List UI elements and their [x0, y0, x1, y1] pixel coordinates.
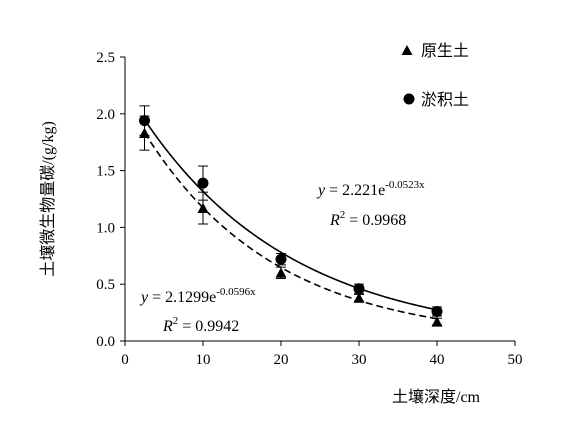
legend-marker-circle: [403, 93, 415, 105]
fit-equation-yuanshengtu: y = 2.1299e-0.0596x R2 = 0.9942: [139, 286, 256, 335]
data-point-yuanshengtu: [197, 202, 209, 214]
y-tick-label: 2.5: [96, 50, 115, 66]
svg-text:R2 = 0.9968: R2 = 0.9968: [329, 209, 406, 229]
y-tick-label: 1.0: [96, 220, 115, 236]
data-point-yujitu: [197, 177, 209, 189]
data-point-yuanshengtu: [139, 127, 150, 139]
data-point-yujitu: [275, 253, 287, 265]
axis-ticks: 0 10 20 30 40 50 0.0 0.5 1.0 1.5 2.0 2.5: [96, 50, 522, 368]
x-tick-label: 0: [121, 352, 129, 368]
data-point-yujitu: [139, 115, 150, 127]
x-tick-label: 30: [352, 352, 367, 368]
data-point-yuanshengtu: [275, 267, 287, 278]
svg-text:R2 = 0.9942: R2 = 0.9942: [162, 315, 239, 335]
data-points: [139, 115, 443, 327]
x-tick-label: 50: [508, 352, 523, 368]
data-point-yujitu: [353, 283, 365, 295]
fit-curves: [143, 119, 438, 320]
legend-label-yuanshengtu: 原生土: [421, 42, 469, 60]
legend-label-yujitu: 淤积土: [421, 91, 469, 109]
fit-equation-yujitu: y = 2.221e-0.0523x R2 = 0.9968: [316, 179, 425, 229]
y-axis-title: 土壤微生物量碳/(g/kg): [38, 121, 57, 277]
svg-text:y = 2.221e-0.0523x: y = 2.221e-0.0523x: [316, 179, 425, 199]
fit-curve-yujitu: [143, 119, 438, 311]
x-tick-label: 10: [196, 352, 211, 368]
y-tick-label: 0.5: [96, 277, 115, 293]
legend-marker-triangle: [401, 45, 413, 55]
y-tick-label: 1.5: [96, 164, 115, 180]
y-tick-label: 2.0: [96, 107, 115, 123]
data-point-yuanshengtu: [353, 292, 365, 303]
x-axis-title: 土壤深度/cm: [392, 387, 481, 406]
data-point-yujitu: [431, 305, 443, 317]
data-point-yuanshengtu: [431, 316, 443, 327]
x-tick-label: 20: [274, 352, 289, 368]
legend: 原生土 淤积土: [401, 42, 469, 109]
fit-curve-yuanshengtu: [143, 132, 438, 320]
y-tick-label: 0.0: [96, 334, 115, 350]
x-tick-label: 40: [430, 352, 445, 368]
svg-text:y = 2.1299e-0.0596x: y = 2.1299e-0.0596x: [139, 286, 256, 306]
